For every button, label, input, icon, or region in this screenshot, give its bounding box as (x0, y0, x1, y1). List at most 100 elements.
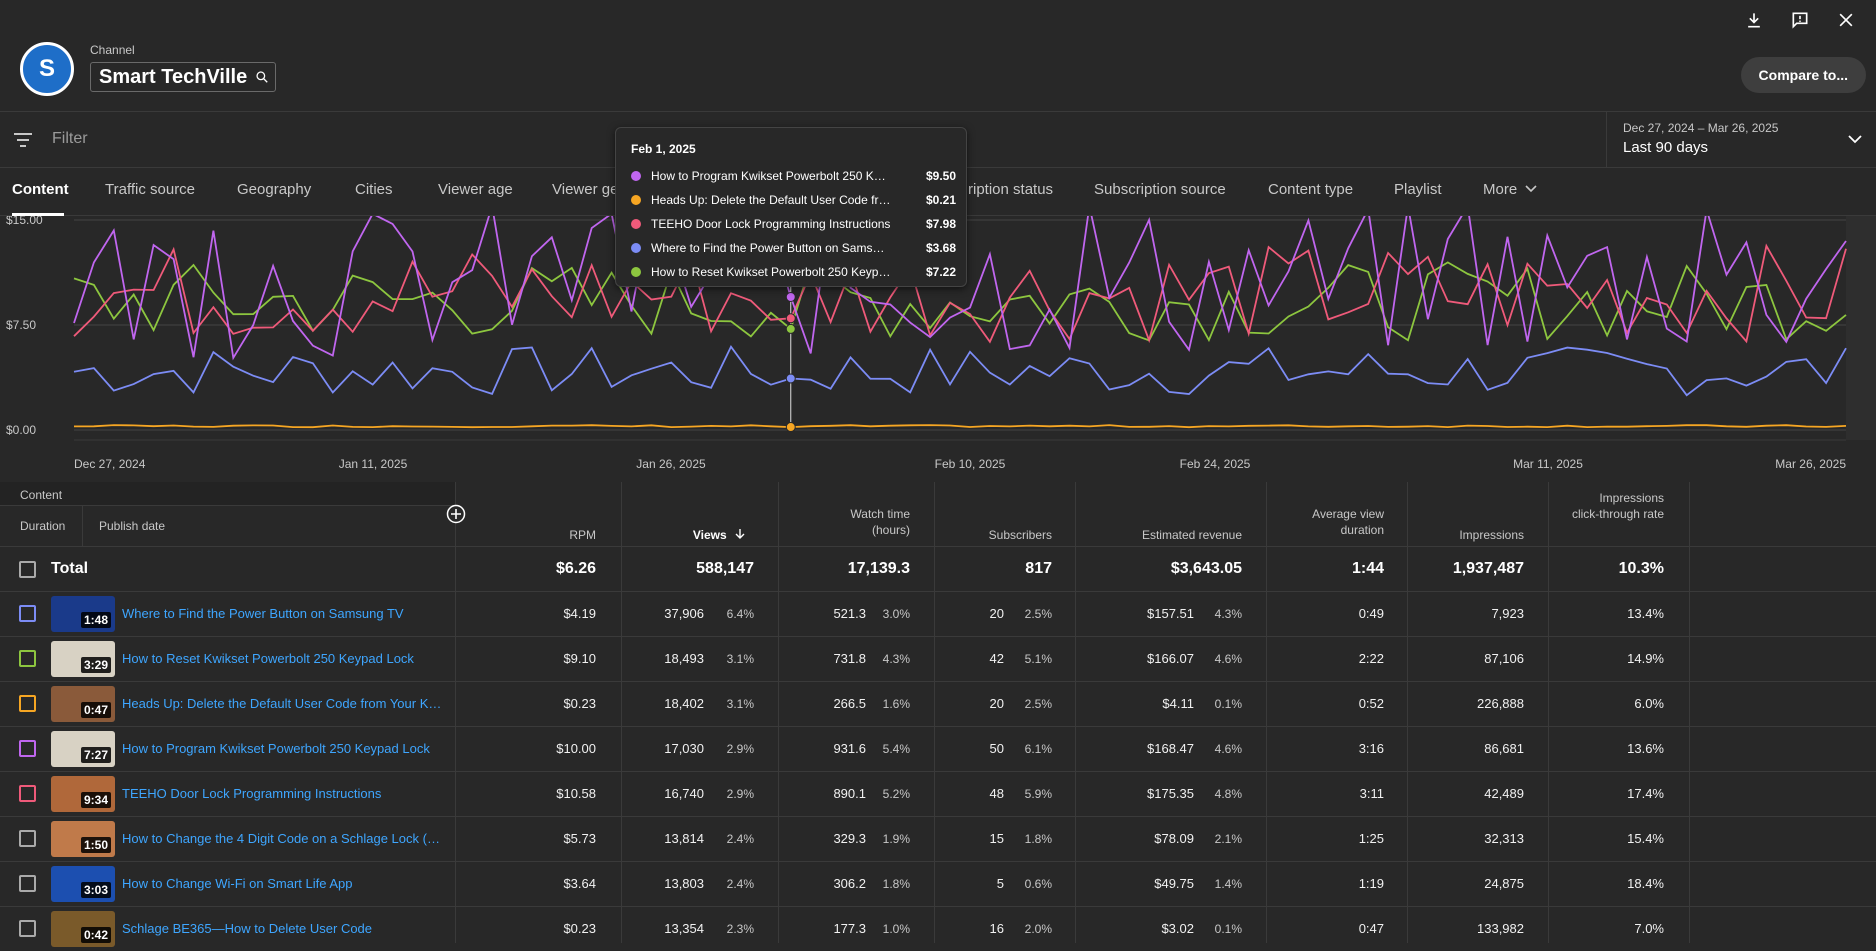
total-checkbox[interactable] (19, 561, 36, 578)
subscribers-header[interactable]: Subscribers (988, 528, 1052, 542)
tab-geography[interactable]: Geography (237, 181, 312, 198)
series-color-dot (631, 195, 641, 205)
tab-viewer-gender[interactable]: Viewer ge (552, 181, 619, 198)
video-thumbnail[interactable]: 1:50 (51, 821, 115, 857)
tab-content[interactable]: Content (12, 181, 69, 198)
video-title[interactable]: How to Change Wi-Fi on Smart Life App (122, 876, 353, 891)
hover-point (785, 292, 796, 302)
tooltip-series-value: $3.68 (925, 241, 956, 255)
table-row[interactable]: 0:47 Heads Up: Delete the Default User C… (0, 681, 1876, 726)
search-icon[interactable] (255, 70, 269, 84)
row-checkbox[interactable] (19, 695, 36, 712)
cell-impressions: 226,888 (1477, 696, 1524, 711)
cell-watch: 306.2 (833, 876, 866, 891)
channel-selector[interactable]: Smart TechVille (90, 62, 276, 92)
video-title[interactable]: How to Reset Kwikset Powerbolt 250 Keypa… (122, 651, 414, 666)
video-thumbnail[interactable]: 1:48 (51, 596, 115, 632)
cell-views_pct: 3.1% (726, 697, 754, 711)
video-title[interactable]: TEEHO Door Lock Programming Instructions (122, 786, 382, 801)
row-checkbox[interactable] (19, 920, 36, 937)
dimension-tabs: Content Traffic source Geography Cities … (0, 168, 1876, 216)
video-thumbnail[interactable]: 0:42 (51, 911, 115, 947)
avd-header[interactable]: Average view duration (1312, 507, 1384, 537)
hover-point (785, 323, 796, 334)
table-row[interactable]: 7:27 How to Program Kwikset Powerbolt 25… (0, 726, 1876, 771)
compare-button[interactable]: Compare to... (1740, 57, 1866, 93)
views-header-label: Views (692, 528, 727, 542)
tab-traffic-source[interactable]: Traffic source (105, 181, 196, 198)
video-thumbnail[interactable]: 3:29 (51, 641, 115, 677)
video-duration: 7:27 (80, 747, 111, 763)
cell-ctr: 14.9% (1627, 651, 1664, 666)
video-thumbnail[interactable]: 7:27 (51, 731, 115, 767)
row-checkbox[interactable] (19, 875, 36, 892)
add-column-icon[interactable] (446, 504, 466, 524)
download-icon[interactable] (1744, 10, 1764, 30)
tooltip-series-name: Heads Up: Delete the Default User Code f… (651, 193, 891, 207)
tab-viewer-age[interactable]: Viewer age (438, 181, 513, 198)
cell-watch_pct: 5.2% (882, 787, 910, 801)
video-thumbnail[interactable]: 0:47 (51, 686, 115, 722)
series-line (73, 424, 1847, 429)
video-thumbnail[interactable]: 3:03 (51, 866, 115, 902)
feedback-icon[interactable] (1790, 10, 1810, 30)
publish-date-header[interactable]: Publish date (99, 519, 166, 533)
views-header[interactable]: Views (680, 528, 746, 542)
cell-revenue_pct: 0.1% (1214, 922, 1242, 936)
cell-watch_pct: 1.8% (882, 877, 910, 891)
tooltip-row: How to Reset Kwikset Powerbolt 250 Keypa… (631, 264, 956, 282)
row-checkbox[interactable] (19, 650, 36, 667)
video-title[interactable]: Schlage BE365—How to Delete User Code (122, 921, 373, 936)
tab-content-type[interactable]: Content type (1268, 181, 1354, 198)
filter-input[interactable]: Filter (52, 130, 88, 147)
video-title[interactable]: How to Program Kwikset Powerbolt 250 Key… (122, 741, 430, 756)
cell-ctr: 15.4% (1627, 831, 1664, 846)
cell-ctr: 7.0% (1634, 921, 1664, 936)
cell-watch_pct: 4.3% (882, 652, 910, 666)
cell-watch: 177.3 (833, 921, 866, 936)
cell-ctr: 6.0% (1634, 696, 1664, 711)
video-duration: 1:48 (80, 612, 111, 628)
top-actions (1744, 10, 1856, 30)
row-checkbox[interactable] (19, 740, 36, 757)
table-row[interactable]: 1:50 How to Change the 4 Digit Code on a… (0, 816, 1876, 861)
cell-ctr: 13.4% (1627, 606, 1664, 621)
tooltip-series-name: How to Reset Kwikset Powerbolt 250 Keypa… (651, 265, 891, 279)
impressions-header[interactable]: Impressions (1459, 528, 1524, 542)
ctr-header[interactable]: Impressions click-through rate (1571, 491, 1664, 521)
tab-subscription-source[interactable]: Subscription source (1094, 181, 1226, 198)
revenue-header[interactable]: Estimated revenue (1141, 528, 1242, 542)
tooltip-row: How to Program Kwikset Powerbolt 250 Key… (631, 168, 956, 186)
total-rpm: $6.26 (555, 560, 596, 577)
row-checkbox[interactable] (19, 830, 36, 847)
tab-playlist[interactable]: Playlist (1394, 181, 1442, 198)
video-title[interactable]: How to Change the 4 Digit Code on a Schl… (122, 831, 447, 846)
table-row[interactable]: 9:34 TEEHO Door Lock Programming Instruc… (0, 771, 1876, 816)
total-row: Total $6.26 588,147 17,139.3 817 $3,643.… (0, 546, 1876, 591)
revenue-chart[interactable]: $15.00 $7.50 $0.00 Dec 27, 2024 Jan 11, 2025… (0, 216, 1876, 482)
tab-more[interactable]: More (1483, 181, 1537, 198)
row-checkbox[interactable] (19, 785, 36, 802)
table-row[interactable]: 1:48 Where to Find the Power Button on S… (0, 591, 1876, 636)
tab-cities[interactable]: Cities (355, 181, 393, 198)
row-checkbox[interactable] (19, 605, 36, 622)
filter-icon[interactable] (14, 132, 32, 148)
video-title[interactable]: Heads Up: Delete the Default User Code f… (122, 696, 447, 711)
cell-avd: 0:52 (1358, 696, 1384, 711)
active-tab-indicator (12, 213, 64, 216)
cell-subs_pct: 2.0% (1024, 922, 1052, 936)
video-title[interactable]: Where to Find the Power Button on Samsun… (122, 606, 404, 621)
top-bar: S Channel Smart TechVille Compare to... (0, 0, 1876, 112)
watch-time-header[interactable]: Watch time (hours) (850, 507, 910, 537)
table-row[interactable]: 3:29 How to Reset Kwikset Powerbolt 250 … (0, 636, 1876, 681)
table-row[interactable]: 3:03 How to Change Wi-Fi on Smart Life A… (0, 861, 1876, 906)
table-row[interactable]: 0:42 Schlage BE365—How to Delete User Co… (0, 906, 1876, 951)
tab-subscription-status[interactable]: ription status (968, 181, 1054, 198)
date-range-selector[interactable]: Dec 27, 2024 – Mar 26, 2025 Last 90 days (1606, 112, 1876, 168)
series-line (73, 243, 1847, 344)
cell-rpm: $4.19 (563, 606, 596, 621)
rpm-header[interactable]: RPM (569, 528, 596, 542)
duration-header[interactable]: Duration (20, 519, 66, 533)
close-icon[interactable] (1836, 10, 1856, 30)
video-thumbnail[interactable]: 9:34 (51, 776, 115, 812)
